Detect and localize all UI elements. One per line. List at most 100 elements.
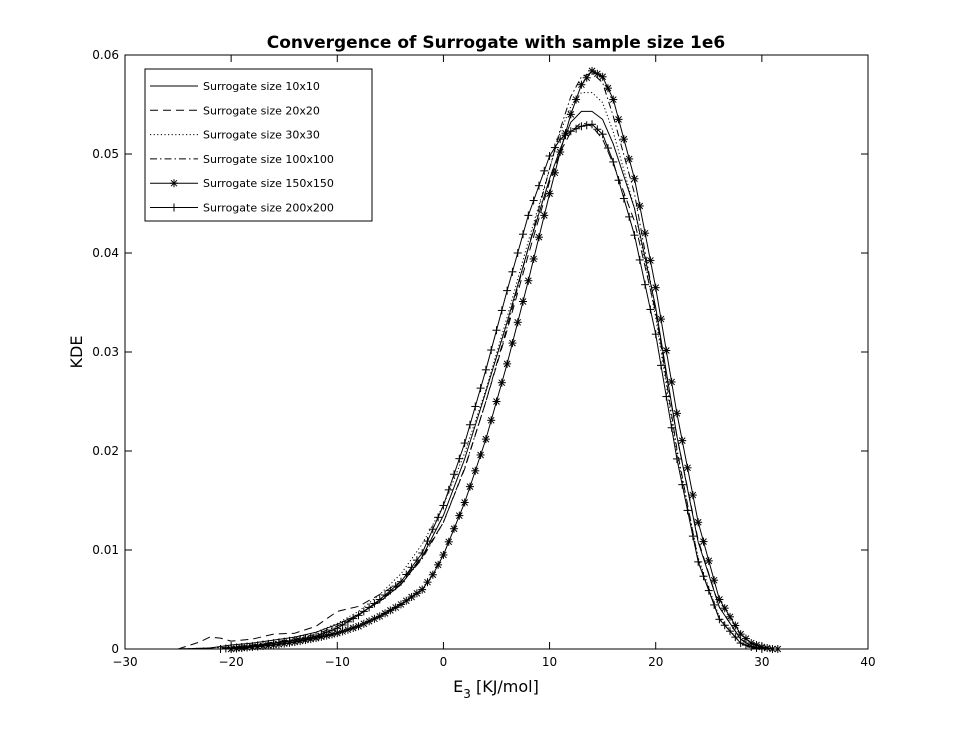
series-marker: [715, 595, 724, 604]
legend: Surrogate size 10x10 Surrogate size 20x20…: [144, 68, 373, 222]
series-marker: [418, 585, 427, 594]
legend-entry: Surrogate size 10x10: [150, 80, 320, 93]
series-marker: [736, 639, 745, 648]
series-marker: [688, 491, 697, 500]
series-marker: [699, 572, 708, 581]
series-layer: [177, 66, 782, 653]
series-marker: [439, 550, 448, 559]
series-marker: [487, 346, 496, 355]
series-marker: [407, 563, 416, 572]
series-marker: [672, 409, 681, 418]
y-tick-label: 0.06: [92, 48, 119, 62]
series-marker: [646, 305, 655, 314]
series-marker: [402, 596, 411, 605]
series-marker: [444, 537, 453, 546]
series-marker: [593, 125, 602, 134]
series-marker: [614, 115, 623, 124]
x-tick-label: 30: [754, 655, 769, 669]
series-marker: [492, 397, 501, 406]
series-marker: [641, 229, 650, 238]
series-marker: [519, 230, 528, 239]
y-tick-label: 0.03: [92, 345, 119, 359]
series-marker: [747, 643, 756, 652]
series-marker: [492, 326, 501, 335]
series-marker: [524, 276, 533, 285]
series-marker: [343, 617, 352, 626]
series-marker: [710, 600, 719, 609]
series-marker: [407, 593, 416, 602]
series-marker: [603, 144, 612, 153]
series-marker: [657, 361, 666, 370]
y-axis-label: KDE: [67, 336, 86, 369]
series-marker: [503, 359, 512, 368]
x-tick-label: −20: [218, 655, 243, 669]
series-marker: [726, 612, 735, 621]
legend-items: Surrogate size 10x10 Surrogate size 20x20…: [150, 80, 334, 215]
series-marker: [285, 636, 294, 645]
series-marker: [715, 615, 724, 624]
series-marker: [450, 470, 459, 479]
series-line: [178, 110, 763, 650]
series-marker: [540, 166, 549, 175]
series-marker: [667, 423, 676, 432]
series-marker: [322, 628, 331, 637]
x-tick-label: 40: [860, 655, 875, 669]
series-marker: [391, 582, 400, 591]
series-marker: [741, 641, 750, 650]
series-marker: [529, 196, 538, 205]
series-marker: [508, 339, 517, 348]
series-marker: [582, 121, 591, 130]
series-marker: [481, 435, 490, 444]
series-marker: [572, 95, 581, 104]
series-marker: [264, 639, 273, 648]
series-marker: [598, 130, 607, 139]
series-marker: [280, 637, 289, 646]
series-marker: [428, 570, 437, 579]
y-tick-label: 0.02: [92, 444, 119, 458]
legend-label: Surrogate size 20x20: [203, 104, 320, 117]
series-marker: [752, 644, 761, 653]
series-marker: [720, 621, 729, 630]
series-marker: [582, 73, 591, 82]
series-marker: [550, 143, 559, 152]
series-marker: [635, 201, 644, 210]
series-marker: [720, 604, 729, 613]
series-marker: [572, 124, 581, 133]
series-marker: [726, 627, 735, 636]
series-marker: [651, 283, 660, 292]
x-tick-label: 20: [648, 655, 663, 669]
tick-layer: −30 −20 −10 0 10 20 30 40 0 0.01 0.02 0.03 0.04 0.05 0…: [92, 48, 875, 669]
series-marker: [630, 231, 639, 240]
series-5: [227, 66, 782, 653]
series-1: [178, 110, 763, 650]
x-tick-label: 10: [542, 655, 557, 669]
series-marker: [609, 157, 618, 166]
series-marker: [349, 614, 358, 623]
series-marker: [768, 645, 777, 653]
series-marker: [545, 189, 554, 198]
series-marker: [460, 498, 469, 507]
series-marker: [619, 194, 628, 203]
series-4: [178, 72, 762, 650]
series-marker: [534, 181, 543, 190]
y-tick-label: 0.05: [92, 147, 119, 161]
series-marker: [741, 634, 750, 643]
series-marker: [704, 556, 713, 565]
series-marker: [471, 402, 480, 411]
series-marker: [694, 518, 703, 527]
series-marker: [630, 174, 639, 183]
legend-label: Surrogate size 10x10: [203, 80, 320, 93]
series-marker: [731, 633, 740, 642]
legend-entry: Surrogate size 200x200: [150, 202, 334, 215]
series-marker: [651, 330, 660, 339]
series-marker: [688, 532, 697, 541]
series-marker: [550, 168, 559, 177]
series-marker: [672, 454, 681, 463]
series-marker: [529, 254, 538, 263]
series-line: [178, 92, 762, 650]
series-marker: [312, 632, 321, 641]
series-marker: [635, 255, 644, 264]
x-tick-label: −30: [112, 655, 137, 669]
series-marker: [503, 286, 512, 295]
